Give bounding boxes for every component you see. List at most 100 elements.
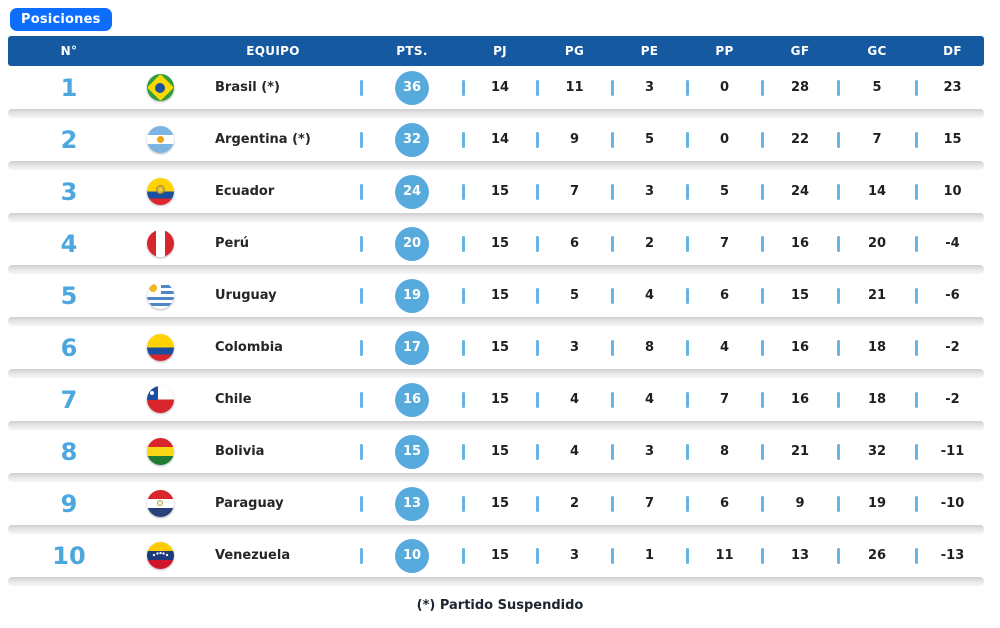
stat-drawn: 3 [644,184,655,199]
column-header-lost: PP [715,44,734,58]
points-badge: 24 [366,174,458,209]
team-flag-wrap [130,386,190,413]
column-separator-icon [458,287,468,304]
stat-goals-for: 13 [790,548,810,563]
points-badge: 19 [366,278,458,313]
stat-lost: 11 [715,548,734,563]
rank-number: 1 [60,73,78,102]
posiciones-tab[interactable]: Posiciones [10,8,112,31]
points-badge: 20 [366,226,458,261]
team-name: Colombia [215,340,283,355]
stat-won: 4 [569,444,580,459]
points-badge: 36 [366,70,458,105]
column-separator-icon [757,443,767,460]
column-separator-icon [458,183,468,200]
row-divider [8,161,984,170]
stat-drawn: 1 [644,548,655,563]
brazil-flag-icon [146,74,174,101]
row-divider [8,213,984,222]
stat-played: 15 [490,288,510,303]
team-flag-wrap [130,282,190,309]
team-name: Ecuador [215,184,275,199]
stat-lost: 0 [719,132,730,147]
stat-lost: 6 [719,496,730,511]
column-separator-icon [532,287,542,304]
stat-goals-against: 18 [867,392,887,407]
argentina-flag-icon [146,126,174,153]
stat-goal-diff: 15 [943,132,962,147]
stat-goal-diff: -6 [945,288,960,303]
stat-goals-against: 21 [867,288,887,303]
stat-won: 9 [569,132,580,147]
team-name: Paraguay [215,496,284,511]
stat-played: 15 [490,184,510,199]
column-separator-icon [532,495,542,512]
column-separator-icon [607,79,617,96]
chile-flag-icon [146,386,174,413]
stat-goal-diff: -10 [940,496,965,511]
column-separator-icon [682,287,692,304]
points-badge: 15 [366,434,458,469]
stat-goal-diff: -2 [945,392,960,407]
stat-goal-diff: 10 [943,184,962,199]
stat-drawn: 2 [644,236,655,251]
bolivia-flag-icon [146,438,174,465]
column-separator-icon [757,183,767,200]
column-separator-icon [682,235,692,252]
column-separator-icon [356,495,366,512]
column-separator-icon [356,131,366,148]
column-separator-icon [532,339,542,356]
stat-goal-diff: -4 [945,236,960,251]
points-badge: 17 [366,330,458,365]
stat-goal-diff: -13 [940,548,965,563]
column-separator-icon [833,391,843,408]
row-divider [8,577,984,586]
column-separator-icon [607,495,617,512]
column-separator-icon [757,339,767,356]
team-name: Brasil (*) [215,80,280,95]
column-separator-icon [911,235,921,252]
stat-drawn: 4 [644,288,655,303]
stat-goal-diff: -11 [940,444,965,459]
team-flag-wrap [130,230,190,257]
team-name: Perú [215,236,250,251]
table-row: 6 Colombia 17 15 3 8 4 16 18 -2 [8,326,984,378]
column-separator-icon [757,495,767,512]
column-separator-icon [532,183,542,200]
column-separator-icon [757,391,767,408]
stat-lost: 7 [719,392,730,407]
team-flag-wrap [130,126,190,153]
column-separator-icon [833,339,843,356]
column-separator-icon [607,443,617,460]
column-separator-icon [532,547,542,564]
stat-goals-against: 18 [867,340,887,355]
rank-number: 5 [60,281,78,310]
column-header-played: PJ [493,44,507,58]
column-separator-icon [607,391,617,408]
stat-goals-against: 14 [867,184,887,199]
rank-number: 10 [52,541,86,570]
stat-won: 3 [569,340,580,355]
stat-goals-against: 5 [872,80,882,95]
column-separator-icon [532,79,542,96]
column-separator-icon [833,235,843,252]
row-divider [8,109,984,118]
table-row: 9 Paraguay 13 15 2 7 6 9 19 -10 [8,482,984,534]
stat-played: 14 [490,132,510,147]
stat-goal-diff: -2 [945,340,960,355]
column-header-goals-against: GC [867,44,887,58]
peru-flag-icon [146,230,174,257]
column-separator-icon [682,339,692,356]
stat-won: 6 [569,236,580,251]
column-separator-icon [911,339,921,356]
stat-goals-for: 16 [790,340,810,355]
stat-lost: 8 [719,444,730,459]
column-separator-icon [607,287,617,304]
column-separator-icon [532,131,542,148]
column-separator-icon [682,547,692,564]
table-row: 2 Argentina (*) 32 14 9 5 0 22 7 15 [8,118,984,170]
stat-won: 3 [569,548,580,563]
column-separator-icon [911,495,921,512]
column-separator-icon [458,79,468,96]
suspended-match-footnote: (*) Partido Suspendido [416,598,584,613]
